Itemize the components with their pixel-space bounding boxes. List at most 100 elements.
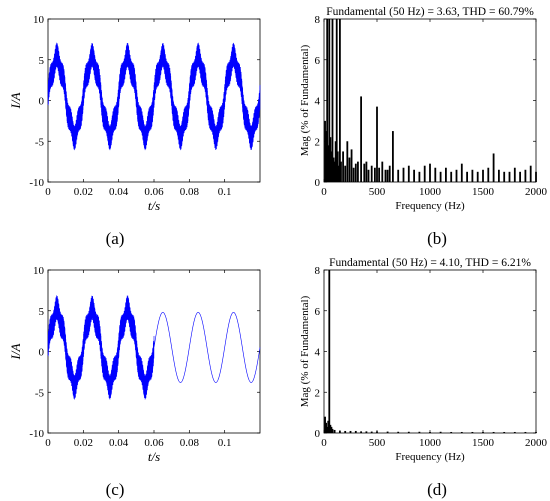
x-tick-label: 0.1 xyxy=(218,437,232,449)
harmonic-bar xyxy=(445,167,447,182)
harmonic-bar xyxy=(407,431,410,433)
harmonic-bar xyxy=(327,420,330,433)
x-tick-label: 0.02 xyxy=(74,437,93,449)
harmonic-bar xyxy=(519,171,521,182)
harmonic-bar xyxy=(386,431,389,433)
harmonic-bar xyxy=(370,431,373,433)
x-tick-label: 0.06 xyxy=(144,186,164,198)
harmonic-bar xyxy=(352,167,355,182)
harmonic-bar xyxy=(373,167,376,182)
harmonic-bar xyxy=(529,165,532,182)
harmonic-bar xyxy=(492,153,495,182)
x-tick-label: 0.06 xyxy=(144,437,164,449)
x-tick-label: 500 xyxy=(369,437,386,449)
x-tick-label: 0 xyxy=(45,186,51,198)
y-tick-label: 0 xyxy=(39,96,45,108)
harmonic-bar xyxy=(482,169,484,182)
harmonic-bar xyxy=(384,169,387,182)
y-tick-label: -10 xyxy=(29,428,44,440)
caption-a: (a) xyxy=(106,229,125,248)
y-tick-label: 8 xyxy=(315,265,321,277)
x-axis-label: Frequency (Hz) xyxy=(395,451,465,463)
harmonic-bar xyxy=(471,169,474,182)
x-tick-label: 500 xyxy=(369,186,386,198)
current-trace xyxy=(47,295,261,400)
x-axis-label: Frequency (Hz) xyxy=(395,200,465,212)
harmonic-bar xyxy=(508,171,511,182)
harmonic-bar xyxy=(418,171,421,182)
harmonic-bar xyxy=(365,161,368,182)
panel-d: 0 500 1000 1500 2000 0 2 4 6 8 Fundamental (50 Hz)… xyxy=(299,257,548,463)
harmonic-bar xyxy=(331,19,334,182)
harmonic-bar xyxy=(376,106,378,182)
harmonic-bar xyxy=(328,270,331,433)
harmonic-bar xyxy=(367,169,370,182)
harmonic-bar xyxy=(513,167,516,182)
harmonic-bar xyxy=(324,120,326,182)
caption-b: (b) xyxy=(427,229,447,248)
harmonic-bar xyxy=(503,171,506,182)
x-tick-label: 1000 xyxy=(419,186,442,198)
harmonic-bar xyxy=(344,430,347,433)
harmonic-bar xyxy=(455,169,458,182)
harmonic-bar xyxy=(402,167,405,182)
harmonic-bar xyxy=(392,131,394,182)
harmonic-bar xyxy=(450,171,453,182)
y-tick-label: 4 xyxy=(315,96,321,108)
y-tick-label: -10 xyxy=(29,177,44,189)
harmonic-bar xyxy=(339,430,341,433)
harmonic-bar xyxy=(466,171,468,182)
y-axis-label: Mag (% of Fundamental) xyxy=(299,44,311,156)
caption-c: (c) xyxy=(106,480,125,499)
harmonic-bar xyxy=(331,428,334,433)
harmonic-bar xyxy=(471,431,474,433)
harmonic-bar xyxy=(503,431,506,433)
y-tick-label: -5 xyxy=(35,136,45,148)
harmonic-bar xyxy=(439,431,442,433)
y-tick-label: 4 xyxy=(315,347,321,359)
harmonic-bar xyxy=(513,431,516,433)
harmonic-bar xyxy=(418,431,421,433)
harmonic-bar xyxy=(326,19,329,182)
x-tick-label: 0.02 xyxy=(74,186,93,198)
harmonic-bar xyxy=(492,431,495,433)
plot-frame xyxy=(323,269,537,434)
harmonic-bar xyxy=(370,165,373,182)
y-tick-label: 0 xyxy=(315,428,321,440)
y-tick-label: 10 xyxy=(33,265,45,277)
harmonic-bar xyxy=(329,137,332,182)
x-axis-label: t/s xyxy=(148,198,160,213)
harmonic-bar xyxy=(332,157,335,182)
harmonic-bar xyxy=(381,161,384,182)
current-trace xyxy=(47,42,261,151)
x-tick-label: 0.04 xyxy=(109,437,129,449)
harmonic-bar xyxy=(330,151,333,182)
harmonic-bar xyxy=(386,169,389,182)
y-tick-label: 0 xyxy=(315,177,321,189)
y-tick-label: 6 xyxy=(315,306,321,318)
y-tick-label: 2 xyxy=(315,136,321,148)
harmonic-bar xyxy=(498,169,500,182)
x-tick-label: 2000 xyxy=(525,186,548,198)
harmonic-bar xyxy=(328,19,331,182)
harmonic-bar xyxy=(376,431,378,433)
harmonic-bar xyxy=(339,19,341,182)
harmonic-bar xyxy=(340,161,342,182)
harmonic-bar xyxy=(354,430,357,433)
x-tick-label: 0 xyxy=(321,437,327,449)
harmonic-bar xyxy=(329,424,332,433)
harmonic-bar xyxy=(335,19,338,182)
harmonic-bar xyxy=(324,416,326,433)
harmonic-bar xyxy=(429,163,431,182)
x-axis-label: t/s xyxy=(148,449,160,464)
harmonic-bar xyxy=(476,171,479,182)
harmonic-bar xyxy=(348,157,351,182)
y-axis-label: I/A xyxy=(8,93,23,110)
harmonic-bar xyxy=(487,167,490,182)
spectrum-title: Fundamental (50 Hz) = 3.63, THD = 60.79% xyxy=(326,6,534,18)
harmonic-bar xyxy=(357,161,359,182)
harmonic-bar xyxy=(460,163,463,182)
panel-b: 0 500 1000 1500 2000 0 2 4 6 8 Fundamental (50 Hz)… xyxy=(299,6,548,212)
x-tick-label: 0.04 xyxy=(109,186,129,198)
